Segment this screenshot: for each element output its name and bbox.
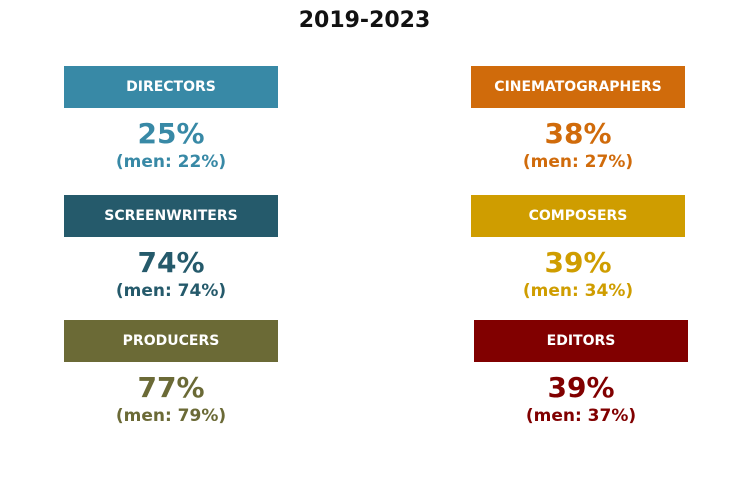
role-value: 77% bbox=[137, 371, 205, 404]
role-value: 39% bbox=[544, 246, 612, 279]
role-card: EDITORS 39% (men: 37%) bbox=[474, 320, 688, 427]
role-label: SCREENWRITERS bbox=[64, 195, 278, 237]
title: 2019-2023 bbox=[298, 8, 431, 33]
role-value: 39% bbox=[547, 371, 615, 404]
role-label: COMPOSERS bbox=[471, 195, 685, 237]
role-label: DIRECTORS bbox=[64, 66, 278, 108]
role-card: DIRECTORS 25% (men: 22%) bbox=[64, 66, 278, 173]
role-label: CINEMATOGRAPHERS bbox=[471, 66, 685, 108]
men-value: (men: 79%) bbox=[115, 406, 227, 426]
men-value: (men: 37%) bbox=[525, 406, 637, 426]
men-value: (men: 74%) bbox=[115, 281, 227, 301]
role-card: PRODUCERS 77% (men: 79%) bbox=[64, 320, 278, 427]
role-value: 25% bbox=[137, 117, 205, 150]
role-card: COMPOSERS 39% (men: 34%) bbox=[471, 195, 685, 302]
men-value: (men: 27%) bbox=[522, 152, 634, 172]
role-card: CINEMATOGRAPHERS 38% (men: 27%) bbox=[471, 66, 685, 173]
role-value: 74% bbox=[137, 246, 205, 279]
role-card: SCREENWRITERS 74% (men: 74%) bbox=[64, 195, 278, 302]
men-value: (men: 34%) bbox=[522, 281, 634, 301]
men-value: (men: 22%) bbox=[115, 152, 227, 172]
role-label: PRODUCERS bbox=[64, 320, 278, 362]
role-label: EDITORS bbox=[474, 320, 688, 362]
role-value: 38% bbox=[544, 117, 612, 150]
